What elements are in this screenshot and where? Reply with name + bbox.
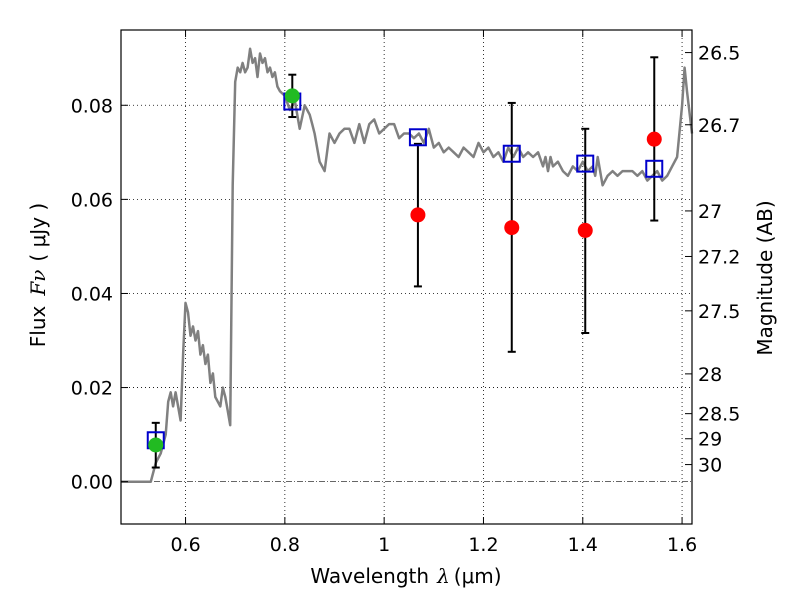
- magnitude-tick-label: 27.5: [698, 301, 740, 323]
- magnitude-tick-label: 26.7: [698, 115, 740, 137]
- magnitude-tick-label: 29: [698, 429, 722, 451]
- observed-point: [410, 207, 426, 223]
- magnitude-axis-label: Magnitude (AB): [753, 200, 777, 355]
- x-tick-label: 1.6: [667, 534, 697, 556]
- x-axis-ticks: 0.6 0.8 1 1.2 1.4 1.6: [170, 30, 697, 556]
- observed-point: [504, 220, 520, 236]
- magnitude-axis-ticks: 26.5 26.7 27 27.2 27.5 28 28.5 29 30: [685, 43, 740, 477]
- observed-point: [646, 131, 662, 147]
- magnitude-tick-label: 28.5: [698, 404, 740, 426]
- y-tick-label: 0.00: [71, 472, 113, 494]
- y-axis-label: FluxFν( μJy ): [26, 203, 50, 347]
- magnitude-tick-label: 27: [698, 201, 722, 223]
- y-tick-label: 0.06: [71, 189, 113, 211]
- model-point: [502, 144, 521, 163]
- magnitude-tick-label: 28: [698, 364, 722, 386]
- model-point: [645, 159, 664, 178]
- x-axis-label: Wavelength λ (μm): [310, 564, 501, 588]
- x-tick-label: 1.2: [468, 534, 498, 556]
- y-tick-label: 0.08: [71, 95, 113, 117]
- x-tick-label: 1: [378, 534, 390, 556]
- magnitude-tick-label: 30: [698, 455, 722, 477]
- observed-point-detected: [148, 437, 164, 453]
- x-tick-label: 1.4: [568, 534, 598, 556]
- observed-point: [577, 222, 593, 238]
- observed-flux-points: [148, 88, 662, 453]
- observed-point-detected: [284, 88, 300, 104]
- model-point: [408, 128, 427, 147]
- y-tick-label: 0.04: [71, 283, 113, 305]
- x-tick-label: 0.8: [270, 534, 300, 556]
- grid: [121, 30, 692, 524]
- y-tick-label: 0.02: [71, 378, 113, 400]
- model-sed-curve: [121, 47, 694, 483]
- magnitude-tick-label: 27.2: [698, 246, 740, 268]
- model-point: [576, 154, 595, 173]
- y-axis-ticks: 0.00 0.02 0.04 0.06 0.08: [71, 95, 128, 494]
- model-flux-points: [146, 92, 664, 450]
- magnitude-tick-label: 26.5: [698, 43, 740, 65]
- plot-frame: [120, 29, 693, 525]
- x-tick-label: 0.6: [170, 534, 200, 556]
